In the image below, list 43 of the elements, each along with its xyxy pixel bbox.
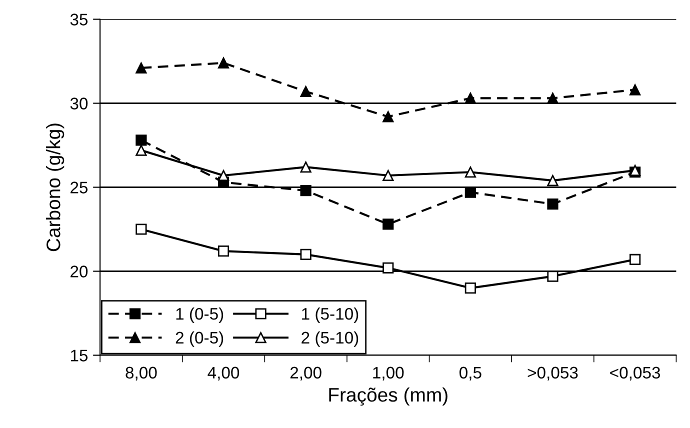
x-tick-label: 4,00 bbox=[208, 366, 240, 381]
legend-label: 2 (5-10) bbox=[302, 331, 358, 347]
point bbox=[547, 198, 558, 210]
point bbox=[300, 162, 312, 173]
point bbox=[300, 185, 312, 196]
point bbox=[629, 254, 641, 266]
x-tick-label: 1,00 bbox=[373, 366, 404, 381]
point bbox=[300, 86, 312, 98]
point bbox=[218, 246, 230, 257]
legend-label: 1 (5-10) bbox=[302, 308, 358, 324]
point bbox=[136, 224, 147, 235]
point bbox=[629, 84, 641, 96]
x-tick-label: <0,053 bbox=[610, 366, 660, 381]
point bbox=[218, 57, 230, 68]
point bbox=[136, 134, 147, 146]
point bbox=[382, 218, 394, 230]
point bbox=[382, 111, 394, 122]
x-tick-label: >0,053 bbox=[528, 366, 578, 381]
point bbox=[218, 170, 230, 182]
x-axis-title: Frações (mm) bbox=[329, 387, 448, 406]
point bbox=[464, 282, 476, 294]
x-tick-label: 8,00 bbox=[126, 366, 157, 381]
point bbox=[136, 62, 147, 74]
y-axis-title: Carbono (g/kg) bbox=[46, 124, 64, 252]
point bbox=[382, 170, 394, 182]
legend-label: 1 (0-5) bbox=[176, 308, 224, 324]
point bbox=[547, 270, 558, 282]
y-tick-label: 30 bbox=[70, 98, 88, 110]
y-tick-label: 20 bbox=[70, 266, 88, 278]
y-tick-label: 25 bbox=[70, 182, 88, 194]
legend-label: 2 (0-5) bbox=[176, 331, 224, 347]
point bbox=[464, 166, 476, 178]
y-tick-label: 35 bbox=[70, 14, 88, 26]
x-tick-label: 2,00 bbox=[290, 366, 322, 381]
x-tick-label: 0,5 bbox=[460, 366, 482, 381]
point bbox=[136, 144, 147, 156]
point bbox=[547, 174, 558, 186]
point bbox=[300, 248, 312, 260]
point bbox=[547, 92, 558, 104]
point bbox=[464, 92, 476, 104]
point bbox=[464, 186, 476, 198]
y-tick-label: 15 bbox=[70, 350, 88, 362]
point bbox=[382, 262, 394, 274]
